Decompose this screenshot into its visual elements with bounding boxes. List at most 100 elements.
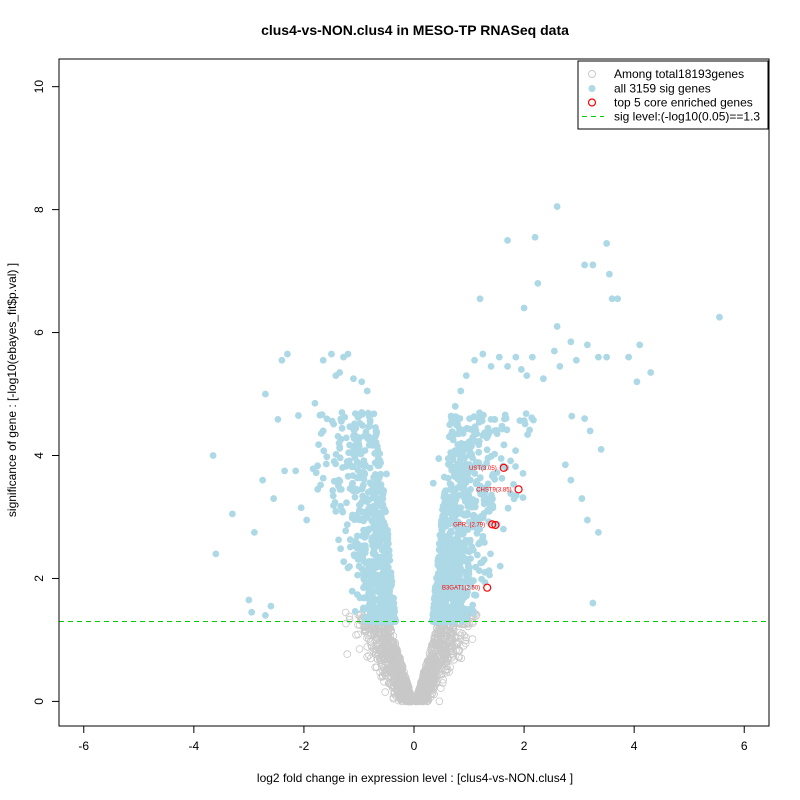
gene-point-sig — [377, 489, 385, 496]
sig-highlight-points — [209, 203, 723, 619]
gene-point-sig — [365, 586, 373, 593]
gene-point-nonsig — [452, 639, 461, 648]
gene-point-nonsig — [368, 643, 376, 651]
gene-point-nonsig — [377, 646, 386, 655]
x-axis-label: log2 fold change in expression level : [… — [257, 771, 573, 785]
gene-point-nonsig — [341, 608, 350, 617]
gene-point-nonsig — [425, 657, 434, 665]
gene-point-sig — [457, 454, 465, 461]
gene-point-sig — [473, 477, 481, 485]
gene-point-sig — [447, 449, 455, 456]
gene-point-sig-outlier — [358, 378, 366, 386]
gene-point-sig — [364, 594, 372, 602]
gene-point-sig — [457, 601, 465, 609]
gene-point-sig — [445, 433, 453, 441]
gene-point-sig — [456, 415, 464, 422]
gene-point-sig — [447, 518, 455, 526]
gene-point-sig-outlier — [476, 295, 484, 303]
gene-point-sig — [356, 551, 364, 559]
gene-point-sig-outlier — [336, 369, 344, 376]
gene-point-sig — [353, 532, 361, 540]
gene-point-sig-outlier — [303, 516, 311, 524]
gene-point-sig — [340, 558, 348, 566]
gene-point-sig — [500, 525, 507, 533]
gene-point-sig — [389, 617, 397, 624]
gene-point-sig — [355, 435, 363, 443]
gene-point-sig — [361, 514, 368, 522]
gene-point-sig — [369, 542, 376, 550]
gene-point-sig — [438, 543, 446, 550]
gene-point-sig-outlier — [319, 356, 327, 364]
gene-point-sig — [448, 570, 455, 578]
gene-point-sig — [383, 538, 390, 546]
gene-point-sig — [471, 470, 479, 477]
gene-point-sig-outlier — [504, 236, 511, 244]
gene-point-sig — [350, 427, 358, 434]
gene-point-nonsig — [447, 632, 455, 641]
gene-point-sig — [484, 454, 492, 462]
gene-point-sig — [474, 519, 482, 527]
gene-point-nonsig — [416, 688, 425, 697]
gene-point-sig — [457, 528, 464, 536]
y-tick-label: 6 — [32, 329, 46, 336]
gene-point-nonsig — [383, 625, 392, 634]
gene-point-sig — [456, 571, 464, 578]
gene-point-sig-outlier — [605, 270, 613, 278]
gene-point-sig — [351, 420, 358, 428]
gene-point-sig — [355, 562, 363, 570]
gene-point-nonsig — [355, 645, 364, 653]
gene-point-sig-outlier — [523, 372, 531, 379]
gene-point-sig — [469, 496, 477, 503]
gene-point-sig-outlier — [284, 350, 291, 358]
gene-point-sig-outlier — [363, 387, 371, 395]
gene-point-sig — [497, 455, 505, 462]
x-tick-label: 4 — [631, 739, 638, 753]
gene-point-nonsig — [462, 633, 470, 642]
y-axis-label: significance of gene : [-log10(ebayes_fi… — [5, 263, 19, 517]
gene-point-sig-outlier — [212, 550, 220, 558]
gene-point-sig-outlier — [589, 261, 597, 269]
gene-point-sig — [361, 542, 368, 550]
gene-point-sig — [369, 518, 377, 526]
gene-point-sig — [338, 424, 346, 432]
gene-point-sig-outlier — [633, 378, 641, 386]
gene-point-sig-outlier — [597, 445, 605, 453]
core-enriched-genes: UST(3.05) CHST9(3.85) GPR..(2.79) B3GAT1(2.… — [442, 463, 523, 592]
gene-point-sig — [465, 548, 473, 556]
gene-point-sig — [318, 411, 326, 418]
gene-point-sig — [362, 495, 370, 502]
gene-point-sig — [457, 542, 464, 550]
gene-point-sig — [383, 576, 390, 584]
gene-point-nonsig — [389, 638, 398, 647]
gene-point-sig-outlier — [520, 304, 528, 312]
gene-point-sig — [483, 446, 491, 454]
gene-point-nonsig — [386, 647, 394, 656]
gene-point-sig — [383, 590, 391, 597]
gene-point-sig — [369, 490, 377, 498]
gene-point-nonsig — [428, 676, 437, 684]
gene-point-sig — [507, 457, 514, 465]
gene-point-nonsig — [378, 661, 387, 670]
core-gene-point — [491, 520, 500, 530]
gene-point-nonsig — [418, 695, 427, 704]
gene-point-sig — [498, 422, 506, 430]
x-tick-label: -4 — [189, 739, 200, 753]
gene-point-sig — [331, 499, 339, 506]
gene-point-sig — [453, 592, 461, 600]
gene-point-sig — [472, 514, 480, 521]
gene-point-sig — [375, 483, 383, 490]
gene-point-sig — [441, 517, 448, 525]
gene-point-sig — [374, 577, 382, 584]
gene-point-nonsig — [392, 653, 401, 662]
x-tick-label: 6 — [741, 739, 748, 753]
gene-point-sig-outlier — [581, 261, 589, 269]
sig-points — [274, 409, 576, 625]
gene-point-nonsig — [371, 663, 380, 672]
gene-point-sig — [337, 545, 344, 553]
gene-point-sig-outlier — [534, 279, 542, 287]
gene-point-sig — [361, 533, 369, 541]
gene-point-sig — [329, 492, 337, 500]
gene-point-sig — [378, 546, 386, 554]
gene-point-sig — [475, 448, 483, 456]
